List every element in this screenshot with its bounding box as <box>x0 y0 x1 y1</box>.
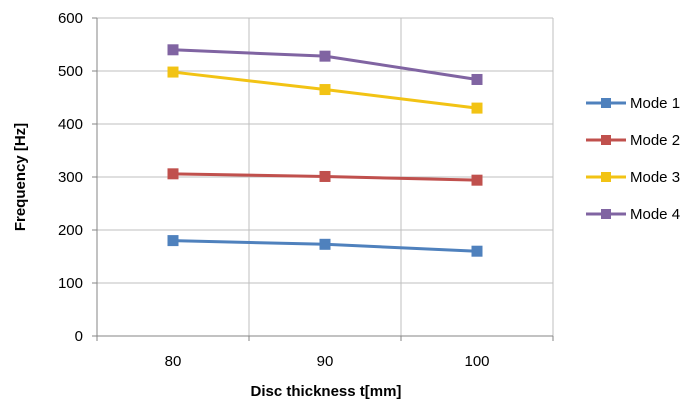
data-point <box>319 170 331 182</box>
series-mode-3 <box>167 66 483 114</box>
x-tick-label: 100 <box>464 353 489 370</box>
data-point <box>319 84 331 96</box>
data-point <box>319 50 331 62</box>
legend-label: Mode 1 <box>630 95 680 112</box>
data-point <box>167 44 179 56</box>
y-tick-label: 200 <box>58 222 83 239</box>
y-axis-title: Frequency [Hz] <box>12 123 29 231</box>
y-tick-label: 0 <box>75 328 83 345</box>
y-tick-label: 400 <box>58 116 83 133</box>
data-point <box>167 66 179 78</box>
legend-item: Mode 4 <box>586 206 680 223</box>
x-tick-label: 90 <box>317 353 334 370</box>
data-point <box>471 174 483 186</box>
data-point <box>167 235 179 247</box>
legend-item: Mode 3 <box>586 169 680 186</box>
y-tick-labels: 0 100 200 300 400 500 600 <box>58 10 83 345</box>
legend-marker <box>601 209 611 219</box>
legend-marker <box>601 98 611 108</box>
legend-marker <box>601 135 611 145</box>
y-tick-label: 300 <box>58 169 83 186</box>
legend-item: Mode 1 <box>586 95 680 112</box>
data-point <box>471 102 483 114</box>
y-tick-label: 600 <box>58 10 83 27</box>
legend-label: Mode 4 <box>630 206 680 223</box>
series-mode-2 <box>167 168 483 186</box>
y-tick-label: 100 <box>58 275 83 292</box>
x-tick-labels: 80 90 100 <box>165 353 490 370</box>
data-point <box>319 238 331 250</box>
x-tick-label: 80 <box>165 353 182 370</box>
x-axis-title: Disc thickness t[mm] <box>251 383 402 400</box>
data-point <box>471 73 483 85</box>
legend-item: Mode 2 <box>586 132 680 149</box>
series-group <box>167 44 483 257</box>
data-point <box>471 245 483 257</box>
legend-label: Mode 3 <box>630 169 680 186</box>
axes <box>92 17 554 341</box>
data-point <box>167 168 179 180</box>
legend-marker <box>601 172 611 182</box>
legend: Mode 1 Mode 2 Mode 3 Mode 4 <box>586 95 680 223</box>
series-mode-1 <box>167 235 483 257</box>
series-mode-4 <box>167 44 483 85</box>
y-tick-label: 500 <box>58 63 83 80</box>
legend-label: Mode 2 <box>630 132 680 149</box>
